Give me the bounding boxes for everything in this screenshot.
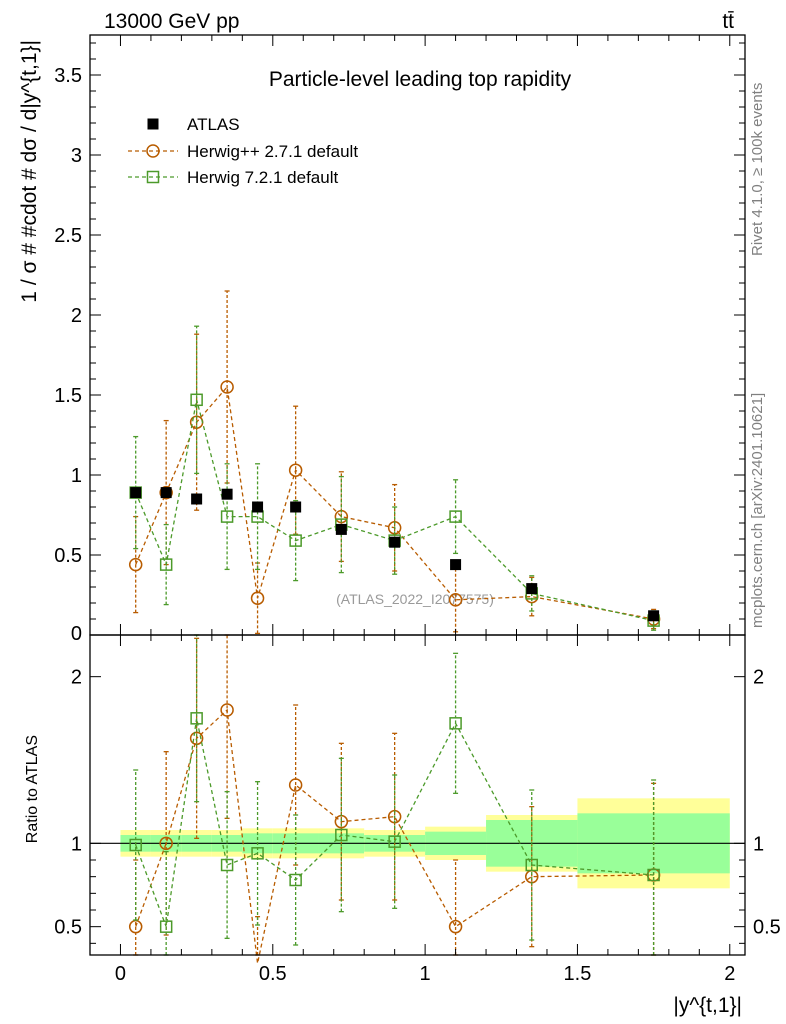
data-point [159, 558, 173, 571]
data-point [389, 536, 401, 548]
data-point [220, 380, 234, 394]
data-point [130, 487, 142, 499]
ratio-point [335, 828, 348, 842]
y-tick-label: 1.5 [54, 385, 82, 407]
x-tick-label: 1 [420, 963, 431, 985]
ratio-point [647, 868, 660, 882]
mcplots-credit: mcplots.cern.ch [arXiv:2401.10621] [749, 393, 766, 628]
ratio-point [448, 919, 463, 934]
chart-title: Particle-level leading top rapidity [269, 68, 572, 91]
data-point [220, 510, 234, 523]
data-point [190, 393, 203, 407]
x-tick-label: 2 [724, 963, 735, 985]
data-point [191, 493, 203, 505]
legend-entry: Herwig 7.2.1 default [128, 168, 338, 187]
y-tick-label: 3.5 [54, 65, 82, 87]
ratio-point [525, 858, 538, 872]
y-tick-label-zero: 0 [71, 623, 82, 645]
legend-label: Herwig++ 2.7.1 default [187, 142, 358, 161]
ratio-point [251, 847, 264, 860]
rivet-credit: Rivet 4.1.0, ≥ 100k events [749, 83, 766, 256]
ratio-point [129, 838, 142, 852]
ratio-tick-label-right: 0.5 [753, 917, 781, 939]
legend: ATLAS Herwig++ 2.7.1 default Herwig 7.2.1 … [128, 115, 358, 187]
energy-label: 13000 GeV pp [104, 10, 239, 33]
legend-label: ATLAS [187, 115, 240, 134]
analysis-tag: (ATLAS_2022_I2077575) [336, 591, 494, 607]
ratio-point [220, 703, 234, 717]
ratio-point [449, 717, 462, 730]
legend-label: Herwig 7.2.1 default [187, 168, 338, 187]
data-point [290, 501, 302, 513]
ratio-point [288, 778, 303, 792]
y-tick-label: 2.5 [54, 225, 82, 247]
axes [89, 34, 746, 956]
data-point [252, 501, 264, 513]
x-tick-label: 1.5 [564, 963, 592, 985]
data-point [288, 463, 303, 477]
data-point [448, 593, 463, 607]
data-point [449, 510, 462, 523]
y-tick-label: 1 [71, 465, 82, 487]
data-point [648, 610, 660, 622]
process-label: tt̄ [722, 10, 734, 33]
y-axis-label: 1 / σ # #cdot # dσ / d|y^{t,1}| [18, 40, 41, 303]
ratio-point [388, 835, 401, 848]
ratio-tick-label-right: 1 [753, 833, 764, 855]
data-point [159, 485, 173, 500]
ratio-point [190, 712, 203, 725]
ratio-tick-label-right: 2 [753, 667, 764, 689]
data-point [221, 488, 233, 500]
ratio-point [289, 873, 302, 887]
ratio-axis-label: Ratio to ATLAS [24, 735, 41, 843]
legend-marker [146, 144, 160, 158]
ratio-point [159, 920, 173, 933]
ratio-tick-label: 0.5 [54, 917, 82, 939]
legend-marker [146, 170, 160, 184]
x-axis-label: |y^{t,1}| [673, 994, 742, 1017]
data-point [450, 559, 462, 571]
x-tick-label: 0 [115, 963, 126, 985]
ratio-point [220, 858, 234, 872]
ratio-point [128, 919, 143, 934]
legend-entry: ATLAS [147, 115, 240, 134]
data-point [526, 583, 538, 595]
ratio-tick-label: 1 [71, 833, 82, 855]
data-point [128, 557, 143, 572]
ratio-point [159, 836, 173, 851]
data-series [128, 290, 661, 964]
tick-marks: 0 0.5 1 1.5 2 0.5 1 1.5 2 2.5 3 3.5 0 0.5 0.5 1 1 2 2 [54, 35, 781, 985]
data-point [289, 534, 302, 547]
ratio-line [135, 708, 654, 964]
y-tick-label: 2 [71, 305, 82, 327]
series-line [135, 385, 654, 620]
legend-entry: Herwig++ 2.7.1 default [128, 142, 358, 161]
data-point [250, 591, 265, 605]
ratio-tick-label: 2 [71, 667, 82, 689]
series-atlas [130, 487, 660, 622]
data-point [160, 487, 172, 499]
y-tick-label: 3 [71, 145, 82, 167]
data-point [335, 523, 347, 535]
ratio-panel-frame [89, 634, 746, 956]
y-tick-label: 0.5 [54, 545, 82, 567]
legend-marker [147, 118, 159, 130]
x-tick-label: 0.5 [259, 963, 287, 985]
